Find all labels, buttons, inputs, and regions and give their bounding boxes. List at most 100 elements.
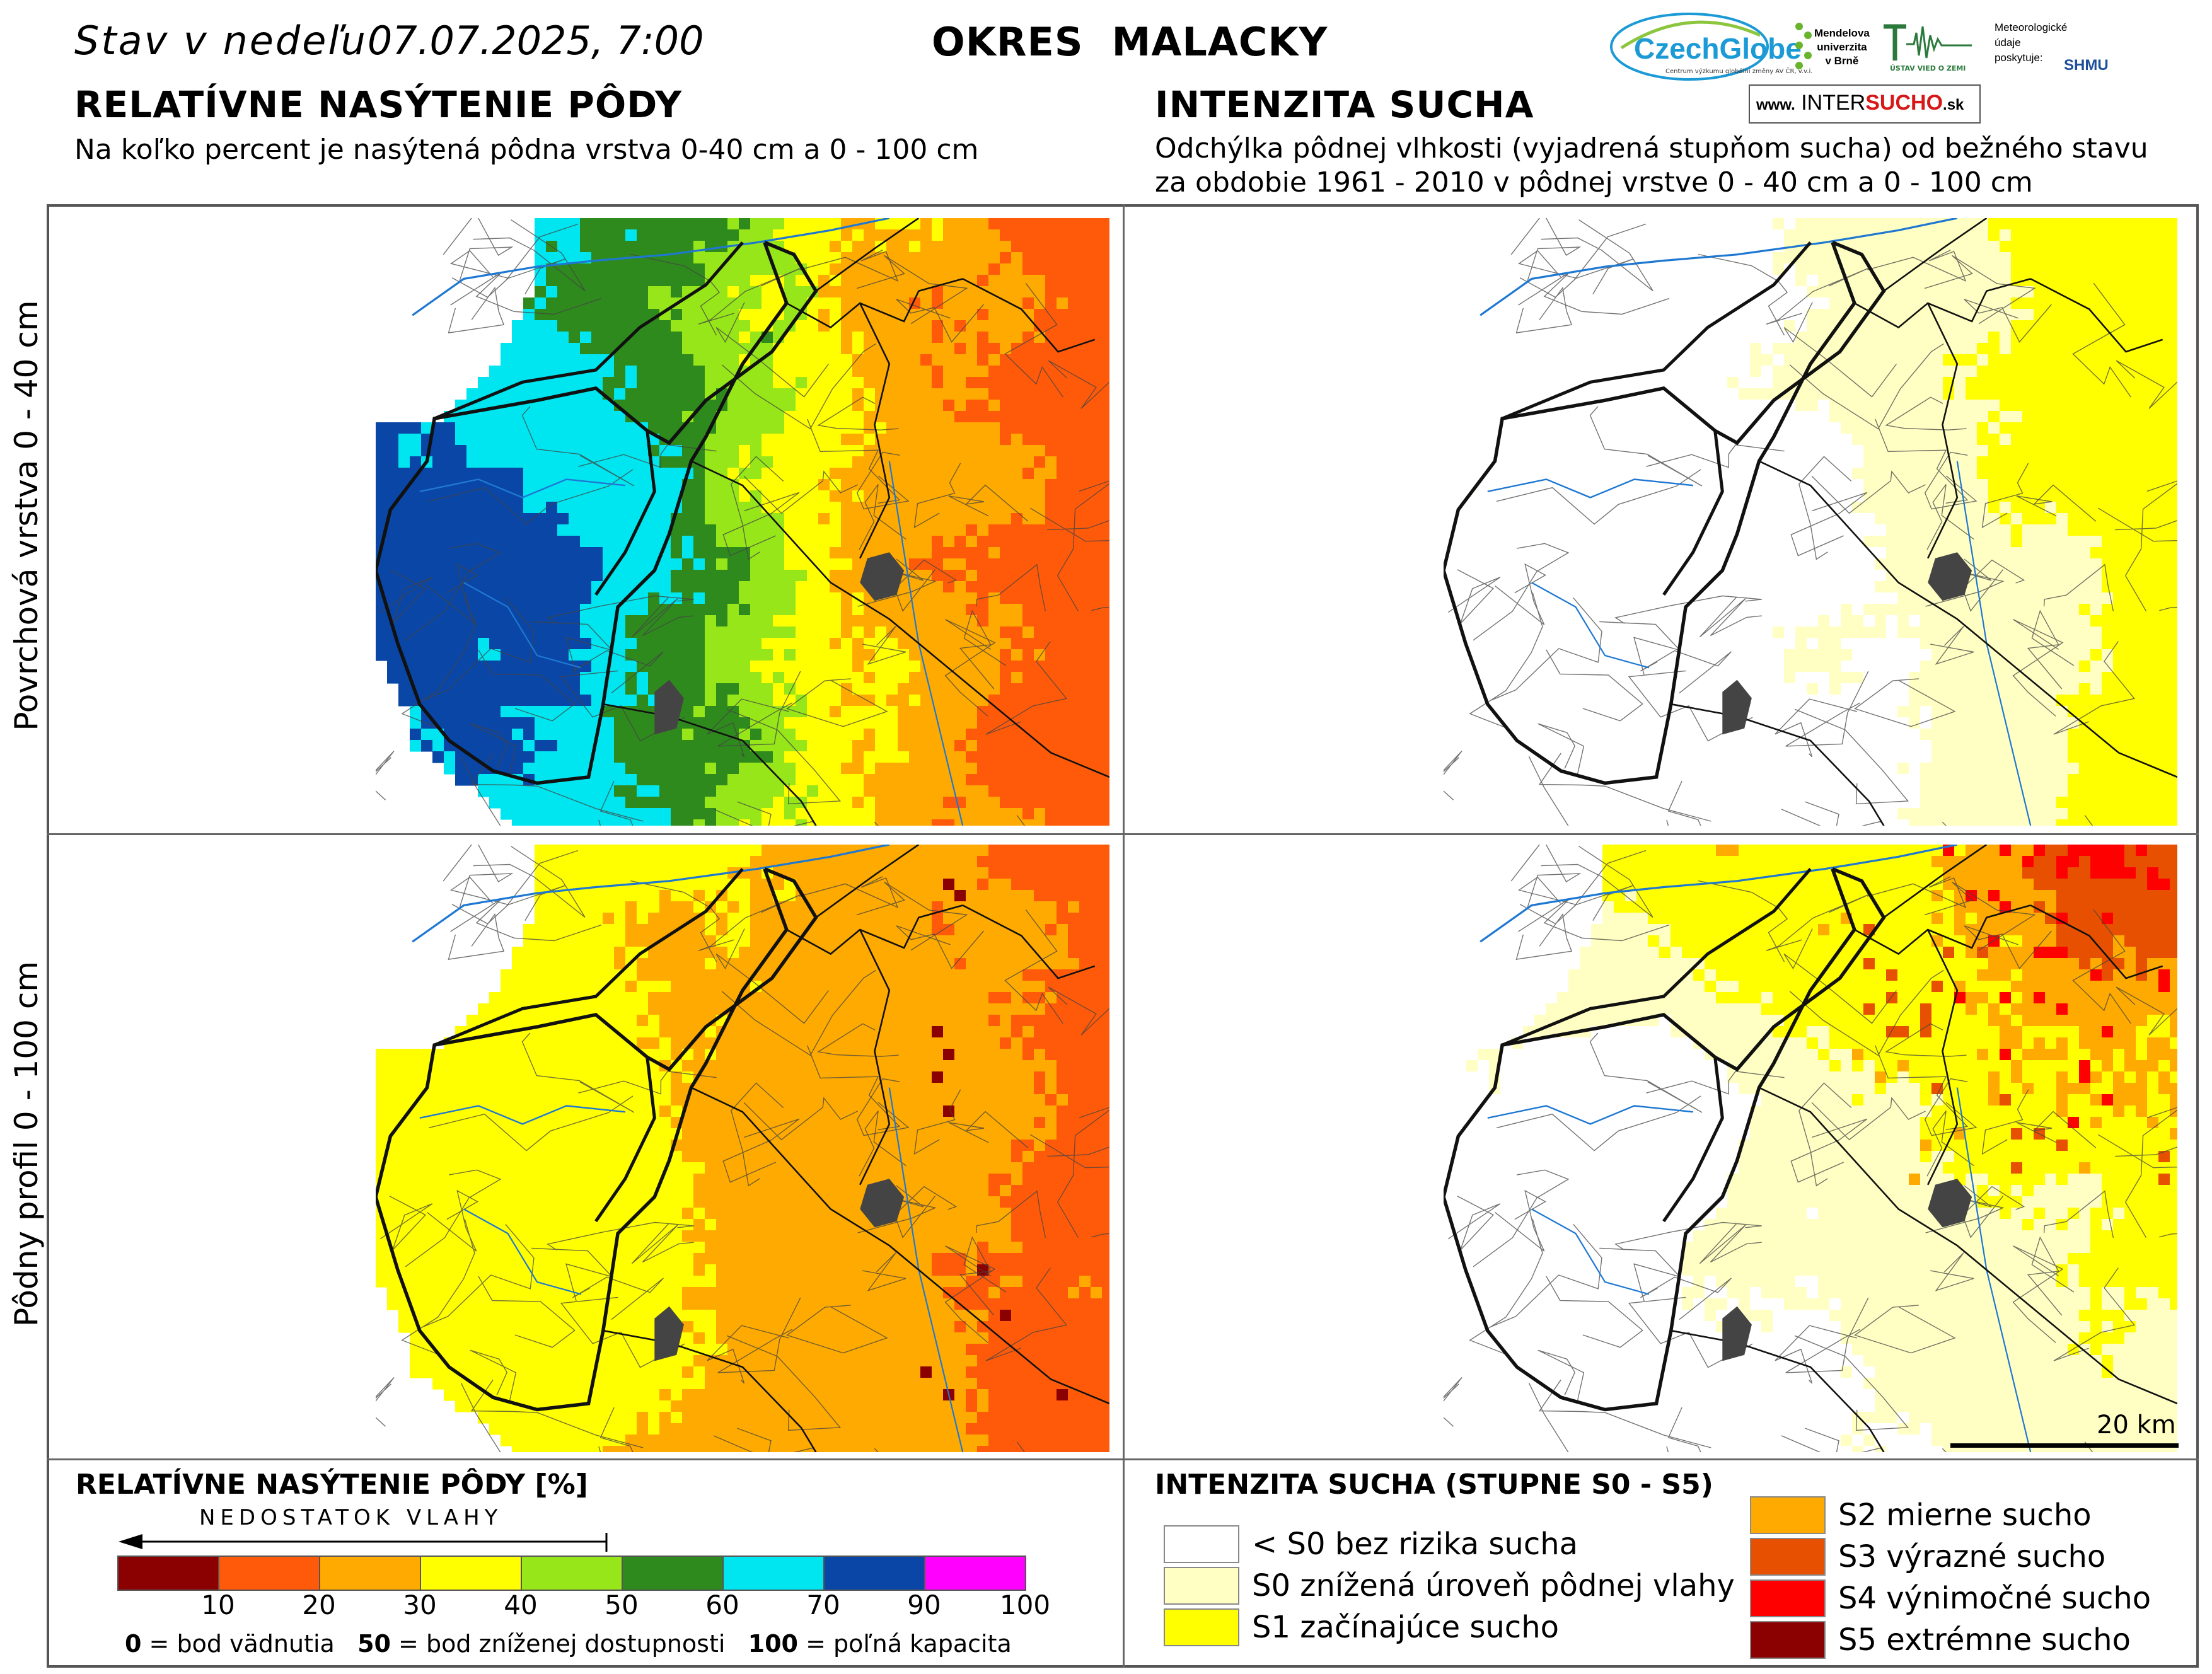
cadastral-boundaries — [376, 845, 1109, 1452]
raster-layer — [1444, 218, 2177, 826]
shmu-credit[interactable]: Meteorologické údaje poskytuje: SHMU — [1995, 19, 2109, 88]
ramp-segment — [823, 1556, 925, 1591]
column-divider — [1123, 204, 1125, 1668]
map-drought-profile — [1444, 845, 2177, 1452]
intersucho-www: www. — [1756, 96, 1795, 113]
ramp-tick-label: 30 — [403, 1590, 437, 1620]
drought-class-label: S2 mierne sucho — [1838, 1498, 2092, 1533]
map-saturation-surface — [376, 218, 1109, 826]
raster-layer — [376, 218, 1109, 826]
saturation-legend-title: RELATÍVNE NASÝTENIE PÔDY [%] — [76, 1469, 588, 1501]
date-value: 07.07.2025, 7:00 — [367, 18, 704, 64]
note-text-0: = bod vädnutia — [141, 1630, 335, 1658]
czechglobe-logo[interactable]: CzechGlobe Centrum výzkumu globální změn… — [1609, 10, 1812, 86]
drought-class-label: S3 výrazné sucho — [1838, 1539, 2106, 1574]
legend-divider — [47, 1458, 2199, 1460]
drought-swatch — [1164, 1567, 1239, 1605]
note-text-50: = bod zníženej dostupnosti — [390, 1630, 726, 1658]
mendel-line-3: v Brně — [1825, 55, 1859, 67]
intersucho-logo[interactable]: www. INTERSUCHO.sk — [1749, 84, 1981, 124]
drought-class-label: S0 znížená úroveň pôdnej vlahy — [1252, 1568, 1735, 1603]
ramp-segment — [319, 1556, 421, 1591]
note-value-100: 100 — [748, 1630, 798, 1658]
date-prefix: Stav v nedeľu — [74, 18, 368, 64]
town-areas — [654, 1179, 905, 1361]
ramp-segment — [924, 1556, 1026, 1591]
shmu-logo: SHMU — [2064, 57, 2109, 74]
drought-class-label: < S0 bez rizika sucha — [1252, 1527, 1578, 1562]
shortage-label: NEDOSTATOK VLAHY — [199, 1505, 503, 1530]
saturation-title: RELATÍVNE NASÝTENIE PÔDY — [74, 83, 683, 126]
ramp-tick-label: 90 — [907, 1590, 941, 1620]
czechglobe-subtitle: Centrum výzkumu globální změny AV ČR, v.… — [1665, 68, 1813, 75]
town-areas — [1722, 552, 1972, 735]
district-boundaries — [376, 218, 1109, 826]
drought-subtitle-2: za obdobie 1961 - 2010 v pôdnej vrstve 0… — [1155, 166, 2033, 199]
drought-swatch — [1164, 1608, 1239, 1646]
cadastral-boundaries — [376, 218, 1109, 826]
ramp-segment — [722, 1556, 825, 1591]
row-divider — [47, 833, 2199, 835]
scale-bar — [1950, 1443, 2179, 1448]
ramp-segment — [521, 1556, 623, 1591]
raster-layer — [376, 845, 1109, 1452]
shmu-credit-line-2: údaje — [1995, 37, 2021, 49]
rivers — [412, 845, 964, 1452]
drought-class-label: S5 extrémne sucho — [1838, 1622, 2131, 1658]
ramp-segment — [622, 1556, 724, 1591]
map-saturation-profile — [376, 845, 1109, 1452]
shmu-credit-line-1: Meteorologické — [1995, 21, 2068, 33]
drought-title: INTENZITA SUCHA — [1155, 83, 1534, 126]
mendel-name: Mendelova univerzita v Brně — [1814, 26, 1870, 68]
intersucho-inter: INTER — [1801, 91, 1866, 115]
saturation-legend-note: 0 = bod vädnutia 50 = bod zníženej dostu… — [125, 1630, 1012, 1658]
uvz-logo[interactable]: ÚSTAV VIED O ZEMI — [1881, 20, 1976, 89]
shortage-arrow-icon — [119, 1533, 608, 1552]
drought-swatch — [1750, 1579, 1826, 1617]
note-text-100: = poľná kapacita — [798, 1630, 1012, 1658]
town-areas — [654, 552, 905, 735]
ramp-tick-label: 50 — [605, 1590, 639, 1620]
uvz-name: ÚSTAV VIED O ZEMI — [1890, 64, 1966, 72]
drought-class-label: S1 začínajúce sucho — [1252, 1610, 1559, 1645]
czechglobe-name: CzechGlobe — [1634, 32, 1802, 65]
drought-class-label: S4 výnimočné sucho — [1838, 1581, 2151, 1616]
district-boundaries — [1444, 845, 2177, 1452]
drought-swatch — [1750, 1621, 1826, 1659]
date-line: Stav v nedeľu07.07.2025, 7:00 — [74, 18, 704, 64]
ramp-segment — [117, 1556, 219, 1591]
ramp-tick-label: 40 — [504, 1590, 538, 1620]
partner-logos: CzechGlobe Centrum výzkumu globální změn… — [1609, 10, 2132, 124]
map-drought-surface — [1444, 218, 2177, 826]
scale-bar-label: 20 km — [2097, 1411, 2176, 1440]
intersucho-sucho: SUCHO — [1865, 91, 1943, 115]
district-boundaries — [376, 845, 1109, 1452]
drought-legend-title: INTENZITA SUCHA (STUPNE S0 - S5) — [1155, 1469, 1713, 1501]
drought-swatch — [1164, 1525, 1239, 1563]
ramp-tick-label: 10 — [201, 1590, 235, 1620]
ramp-tick-label: 20 — [302, 1590, 336, 1620]
row-label-profile: Pôdny profil 0 - 100 cm — [8, 961, 45, 1327]
mendel-logo[interactable]: Mendelova univerzita v Brně — [1792, 16, 1870, 86]
row-label-surface: Povrchová vrstva 0 - 40 cm — [8, 300, 45, 731]
district-boundaries — [1444, 218, 2177, 826]
mendel-line-1: Mendelova — [1814, 27, 1870, 39]
drought-swatch — [1750, 1538, 1826, 1576]
shmu-credit-text: Meteorologické údaje poskytuje: — [1995, 20, 2067, 66]
saturation-subtitle: Na koľko percent je nasýtená pôdna vrstv… — [74, 134, 979, 166]
drought-swatch — [1750, 1496, 1826, 1534]
mendel-line-2: univerzita — [1817, 41, 1867, 53]
drought-subtitle-1: Odchýlka pôdnej vlhkosti (vyjadrená stup… — [1155, 132, 2148, 165]
town-areas — [1722, 1179, 1972, 1361]
ramp-tick-label: 100 — [999, 1590, 1051, 1620]
intersucho-sk: .sk — [1943, 96, 1964, 113]
ramp-segment — [218, 1556, 320, 1591]
intersucho-text: www. INTERSUCHO.sk — [1756, 91, 1964, 115]
ramp-tick-label: 60 — [705, 1590, 739, 1620]
raster-layer — [1444, 845, 2177, 1452]
ramp-tick-label: 70 — [806, 1590, 840, 1620]
note-value-0: 0 — [125, 1630, 142, 1658]
district-title: OKRES MALACKY — [932, 19, 1328, 65]
ramp-segment — [420, 1556, 522, 1591]
note-value-50: 50 — [357, 1630, 391, 1658]
